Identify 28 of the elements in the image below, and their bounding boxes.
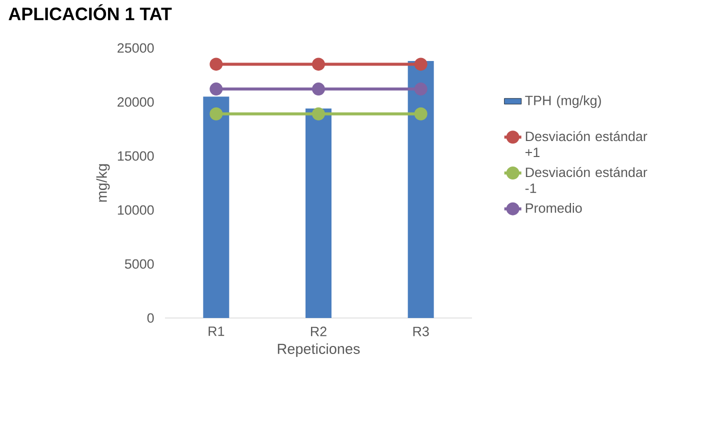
y-tick-label: 0 — [147, 313, 154, 323]
point — [414, 58, 428, 71]
legend-label: Desviación estándar +1 — [525, 131, 648, 157]
x-tick-label: R1 — [208, 326, 224, 336]
x-tick-label: R2 — [311, 326, 326, 336]
x-axis-title: Repeticiones — [278, 343, 360, 357]
bar — [203, 96, 230, 318]
y-tick-label: 15000 — [118, 151, 154, 161]
chart-title: APLICACIÓN 1 TAT — [8, 4, 172, 20]
x-tick-label: R3 — [413, 326, 429, 336]
point — [312, 107, 325, 120]
y-tick-label: 20000 — [118, 97, 154, 107]
bar — [408, 60, 434, 318]
point — [210, 58, 223, 71]
y-tick-label: 5000 — [124, 259, 154, 269]
y-axis-title: mg/kg — [96, 164, 110, 202]
legend-label: Promedio — [526, 202, 582, 213]
legend-label: Desviación estándar -1 — [525, 167, 648, 193]
point — [210, 107, 223, 120]
legend-label: TPH (mg/kg) — [525, 95, 601, 108]
point — [210, 82, 223, 96]
y-tick-label: 25000 — [118, 43, 154, 53]
point — [414, 82, 428, 96]
point — [312, 82, 325, 96]
point — [312, 58, 325, 71]
y-tick-label: 10000 — [118, 205, 154, 215]
point — [414, 107, 428, 120]
bar — [306, 108, 332, 318]
